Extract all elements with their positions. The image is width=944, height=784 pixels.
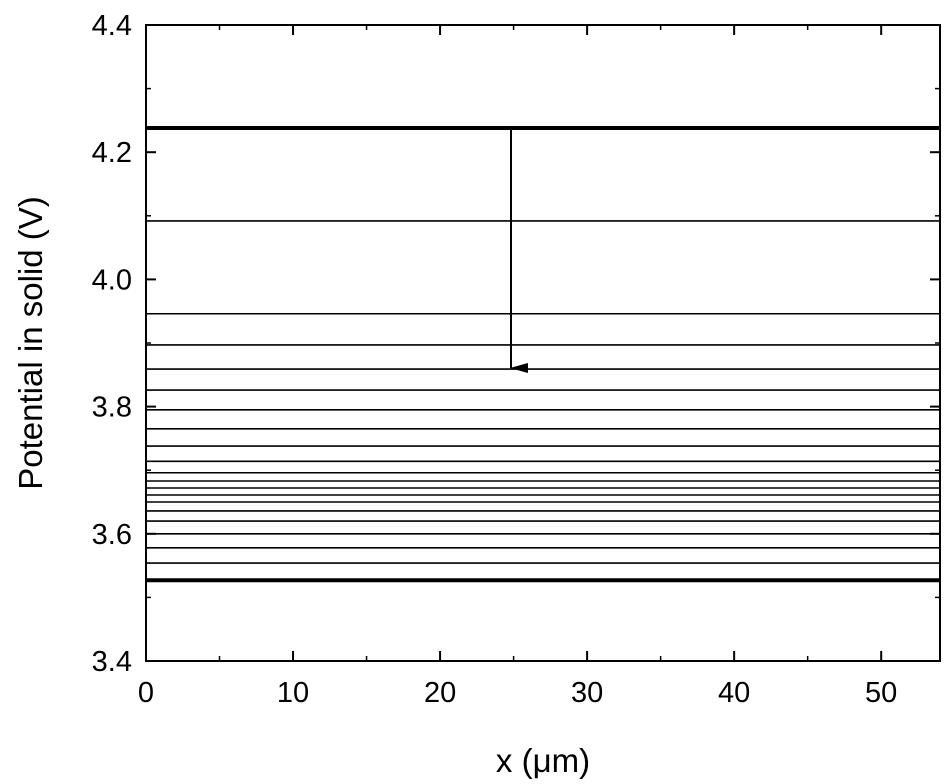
y-tick-label: 4.2 bbox=[92, 137, 132, 169]
x-tick-label: 30 bbox=[571, 677, 603, 709]
plot-area bbox=[146, 126, 940, 583]
x-tick-label: 40 bbox=[718, 677, 750, 709]
x-tick-label: 50 bbox=[865, 677, 897, 709]
y-tick-label: 3.4 bbox=[92, 646, 132, 678]
x-tick-label: 10 bbox=[277, 677, 309, 709]
x-tick-label: 0 bbox=[138, 677, 154, 709]
y-tick-label: 4.4 bbox=[92, 10, 132, 42]
y-tick-label: 4.0 bbox=[92, 264, 132, 296]
x-tick-label: 20 bbox=[424, 677, 456, 709]
y-tick-label: 3.6 bbox=[92, 519, 132, 551]
x-axis-label: x (μm) bbox=[496, 742, 590, 779]
y-axis-label: Potential in solid (V) bbox=[12, 196, 49, 489]
y-tick-label: 3.8 bbox=[92, 392, 132, 424]
plot-frame bbox=[145, 24, 941, 662]
